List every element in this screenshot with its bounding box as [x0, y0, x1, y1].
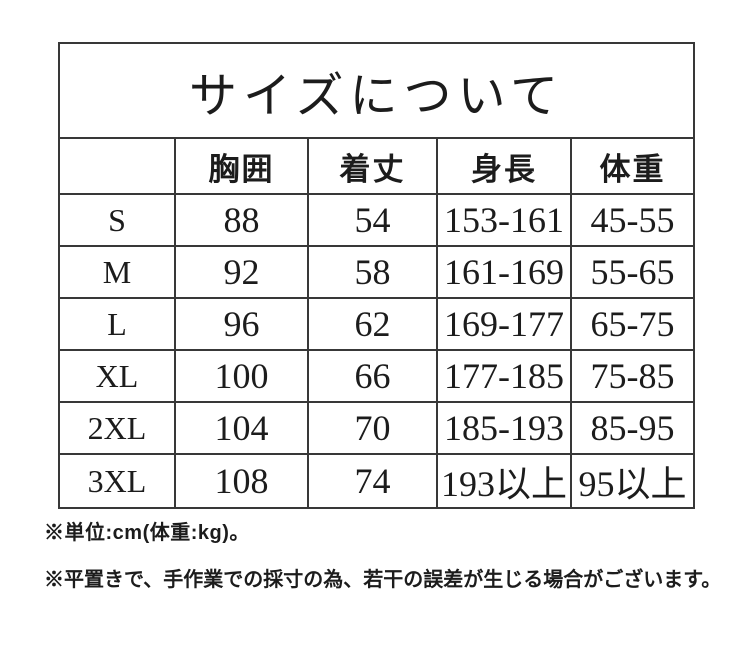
size-table: サイズについて 胸囲 着丈 身長 体重 S 88 54 153-161 45-5…: [57, 42, 696, 509]
value-cell: 108: [174, 453, 309, 509]
size-cell: 3XL: [58, 453, 176, 509]
size-cell: 2XL: [58, 401, 176, 455]
value-cell: 88: [174, 193, 309, 247]
value-cell: 58: [307, 245, 438, 299]
column-header-weight: 体重: [569, 137, 696, 195]
value-cell: 65-75: [569, 297, 696, 351]
value-cell: 54: [307, 193, 438, 247]
value-cell: 153-161: [436, 193, 572, 247]
size-cell: M: [58, 245, 176, 299]
table-row-m: M 92 58 161-169 55-65: [58, 245, 696, 299]
value-cell: 185-193: [436, 401, 572, 455]
table-row-l: L 96 62 169-177 65-75: [58, 297, 696, 351]
value-cell: 70: [307, 401, 438, 455]
footnote-measurement-disclaimer: ※平置きで、手作業での採寸の為、若干の誤差が生じる場合がございます。: [44, 569, 722, 591]
table-row-2xl: 2XL 104 70 185-193 85-95: [58, 401, 696, 455]
footnote-units: ※単位:cm(体重:kg)。: [44, 522, 250, 544]
value-cell: 92: [174, 245, 309, 299]
value-cell: 177-185: [436, 349, 572, 403]
size-cell: XL: [58, 349, 176, 403]
table-row-s: S 88 54 153-161 45-55: [58, 193, 696, 247]
value-cell: 74: [307, 453, 438, 509]
column-header-chest: 胸囲: [174, 137, 309, 195]
value-cell: 75-85: [569, 349, 696, 403]
value-cell: 62: [307, 297, 438, 351]
column-header-height: 身長: [436, 137, 572, 195]
value-cell: 55-65: [569, 245, 696, 299]
value-cell: 193以上: [436, 453, 572, 509]
value-cell: 96: [174, 297, 309, 351]
size-cell: S: [58, 193, 176, 247]
value-cell: 95以上: [569, 453, 696, 509]
value-cell: 104: [174, 401, 309, 455]
value-cell: 161-169: [436, 245, 572, 299]
size-cell: L: [58, 297, 176, 351]
table-row-3xl: 3XL 108 74 193以上 95以上: [58, 453, 696, 509]
column-header-length: 着丈: [307, 137, 438, 195]
value-cell: 66: [307, 349, 438, 403]
value-cell: 85-95: [569, 401, 696, 455]
footnotes: ※単位:cm(体重:kg)。 ※平置きで、手作業での採寸の為、若干の誤差が生じる…: [44, 516, 721, 592]
value-cell: 169-177: [436, 297, 572, 351]
value-cell: 45-55: [569, 193, 696, 247]
value-cell: 100: [174, 349, 309, 403]
header-row: 胸囲 着丈 身長 体重: [58, 137, 696, 195]
page-title: サイズについて: [57, 42, 696, 139]
column-header-size: [58, 137, 176, 195]
table-row-xl: XL 100 66 177-185 75-85: [58, 349, 696, 403]
title-row: サイズについて: [57, 42, 696, 139]
